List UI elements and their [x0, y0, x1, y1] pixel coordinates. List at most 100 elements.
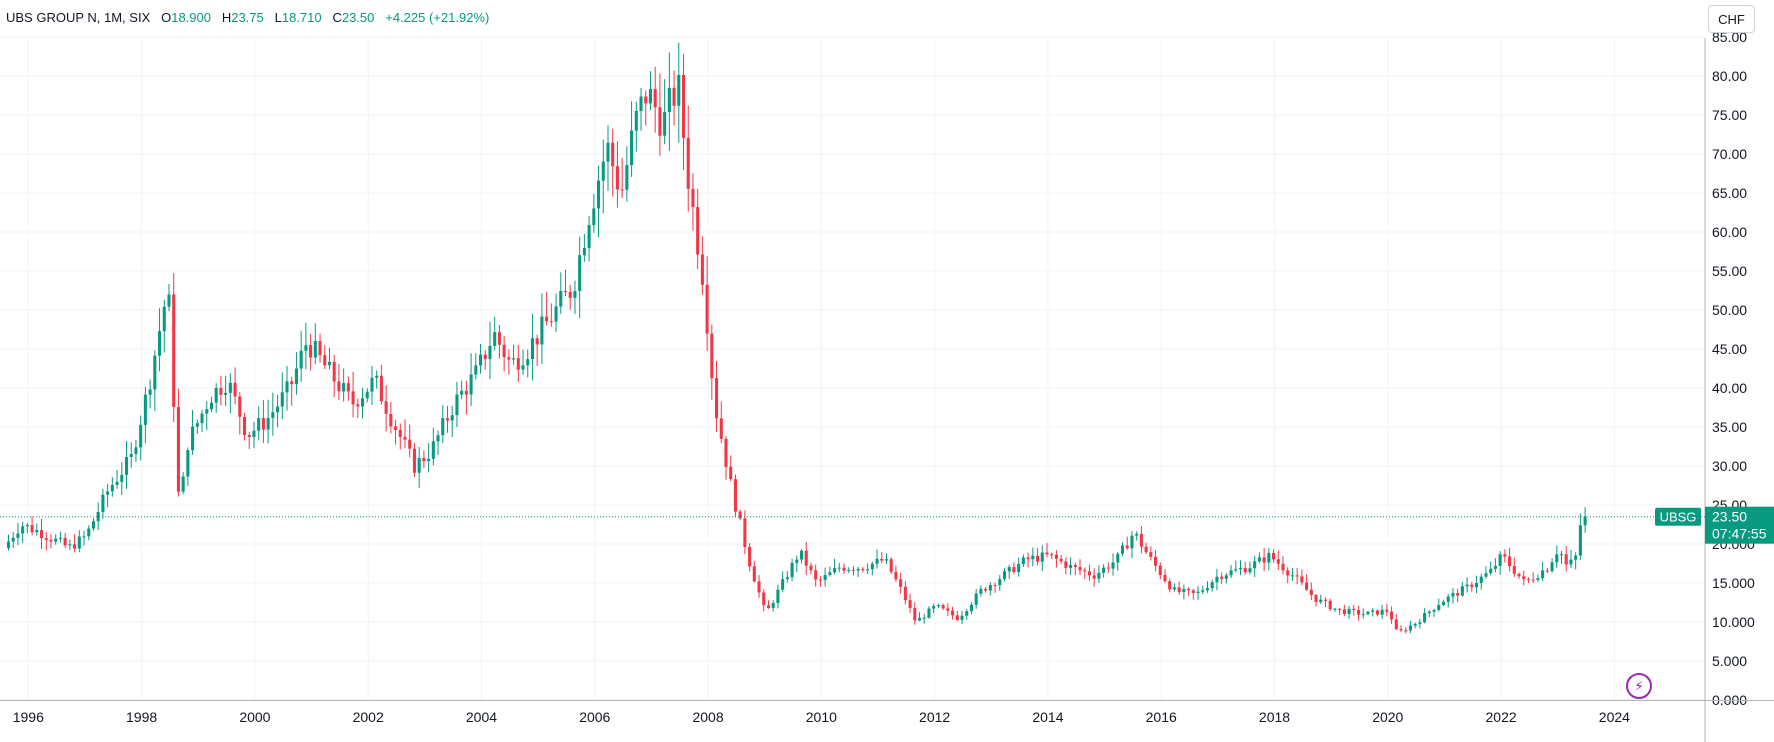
candle-body: [1177, 587, 1181, 592]
candle-body: [1541, 570, 1545, 579]
x-tick-label[interactable]: 2016: [1146, 709, 1177, 725]
candle-body: [1201, 590, 1205, 592]
x-tick-label[interactable]: 2008: [692, 709, 723, 725]
candle-body: [568, 291, 572, 298]
candle-body: [304, 345, 308, 351]
y-tick-label[interactable]: 35.00: [1712, 419, 1747, 435]
x-tick-label[interactable]: 2024: [1599, 709, 1630, 725]
x-tick-label[interactable]: 2010: [806, 709, 837, 725]
candle: [705, 256, 709, 351]
candle: [356, 398, 360, 419]
candle: [1423, 608, 1427, 624]
candle: [1257, 552, 1261, 564]
y-tick-label[interactable]: 45.00: [1712, 341, 1747, 357]
candle: [922, 613, 926, 624]
candle: [129, 442, 133, 468]
candle: [1234, 560, 1238, 573]
candle-body: [474, 365, 478, 375]
candle-body: [1342, 609, 1346, 615]
candle: [771, 600, 775, 612]
x-tick-label[interactable]: 2014: [1032, 709, 1063, 725]
candle: [1290, 568, 1294, 582]
candle-body: [398, 429, 402, 437]
candle: [73, 534, 77, 553]
y-tick-label[interactable]: 65.00: [1712, 185, 1747, 201]
x-tick-label[interactable]: 2020: [1372, 709, 1403, 725]
candle: [1508, 547, 1512, 572]
y-tick-label[interactable]: 10.000: [1712, 614, 1755, 630]
x-tick-label[interactable]: 1996: [13, 709, 44, 725]
candle-body: [530, 338, 534, 360]
candle: [1342, 604, 1346, 616]
candle-body: [1375, 610, 1379, 615]
y-tick-label[interactable]: 75.00: [1712, 107, 1747, 123]
candle: [833, 558, 837, 575]
candle-body: [1404, 630, 1408, 632]
currency-button[interactable]: CHF: [1708, 5, 1755, 33]
candle-body: [1479, 576, 1483, 584]
candle-body: [1555, 554, 1559, 563]
y-tick-label[interactable]: 55.00: [1712, 263, 1747, 279]
candle: [908, 593, 912, 613]
candle-body: [54, 538, 58, 542]
x-tick-label[interactable]: 2018: [1259, 709, 1290, 725]
candle: [1125, 536, 1129, 550]
y-tick-label[interactable]: 50.00: [1712, 302, 1747, 318]
candle: [1564, 546, 1568, 572]
candle-body: [1503, 554, 1507, 557]
candle: [979, 585, 983, 597]
y-tick-label[interactable]: 5.000: [1712, 653, 1747, 669]
candle-body: [1012, 567, 1016, 573]
y-tick-label[interactable]: 70.00: [1712, 146, 1747, 162]
candle-body: [828, 572, 832, 575]
x-tick-label[interactable]: 2004: [466, 709, 497, 725]
y-tick-label[interactable]: 80.00: [1712, 68, 1747, 84]
candle: [507, 349, 511, 375]
candle-body: [578, 255, 582, 292]
x-tick-label[interactable]: 2012: [919, 709, 950, 725]
candle: [700, 236, 704, 295]
candle-body: [337, 381, 341, 392]
candle: [1002, 568, 1007, 582]
x-tick-label[interactable]: 2000: [239, 709, 270, 725]
candle-body: [903, 586, 907, 601]
candle-body: [799, 550, 804, 560]
candle: [1040, 545, 1044, 572]
y-tick-label[interactable]: 85.00: [1712, 29, 1747, 45]
candle: [1243, 561, 1247, 575]
candle-body: [384, 401, 388, 414]
candle-body: [445, 418, 450, 421]
candle: [106, 483, 110, 508]
x-tick-label[interactable]: 2022: [1486, 709, 1517, 725]
candle-body: [1394, 619, 1398, 630]
candle: [1399, 625, 1403, 632]
y-tick-label[interactable]: 60.00: [1712, 224, 1747, 240]
candle: [1323, 597, 1328, 608]
candle-body: [1139, 533, 1143, 547]
y-tick-label[interactable]: 15.000: [1712, 575, 1755, 591]
candle-body: [129, 454, 133, 457]
candle-body: [25, 525, 29, 527]
candle-body: [592, 208, 596, 226]
candle-body: [68, 544, 72, 546]
x-tick-label[interactable]: 2002: [353, 709, 384, 725]
axes[interactable]: 0.0005.00010.00015.00020.00025.0030.0035…: [0, 29, 1774, 742]
x-tick-label[interactable]: 1998: [126, 709, 157, 725]
y-tick-label[interactable]: 30.00: [1712, 458, 1747, 474]
candle: [436, 430, 440, 455]
y-tick-label[interactable]: 40.00: [1712, 380, 1747, 396]
candle: [1253, 555, 1257, 578]
lightning-icon[interactable]: ⚡︎: [1626, 673, 1652, 699]
candle: [554, 293, 558, 333]
candle-body: [1347, 608, 1351, 615]
candle-body: [1423, 613, 1427, 623]
candle: [1559, 551, 1564, 565]
x-tick-label[interactable]: 2006: [579, 709, 610, 725]
candle-body: [884, 559, 889, 561]
candle-body: [1064, 561, 1068, 568]
candle-body: [1116, 553, 1120, 563]
candle: [181, 472, 185, 495]
candle: [148, 379, 152, 409]
